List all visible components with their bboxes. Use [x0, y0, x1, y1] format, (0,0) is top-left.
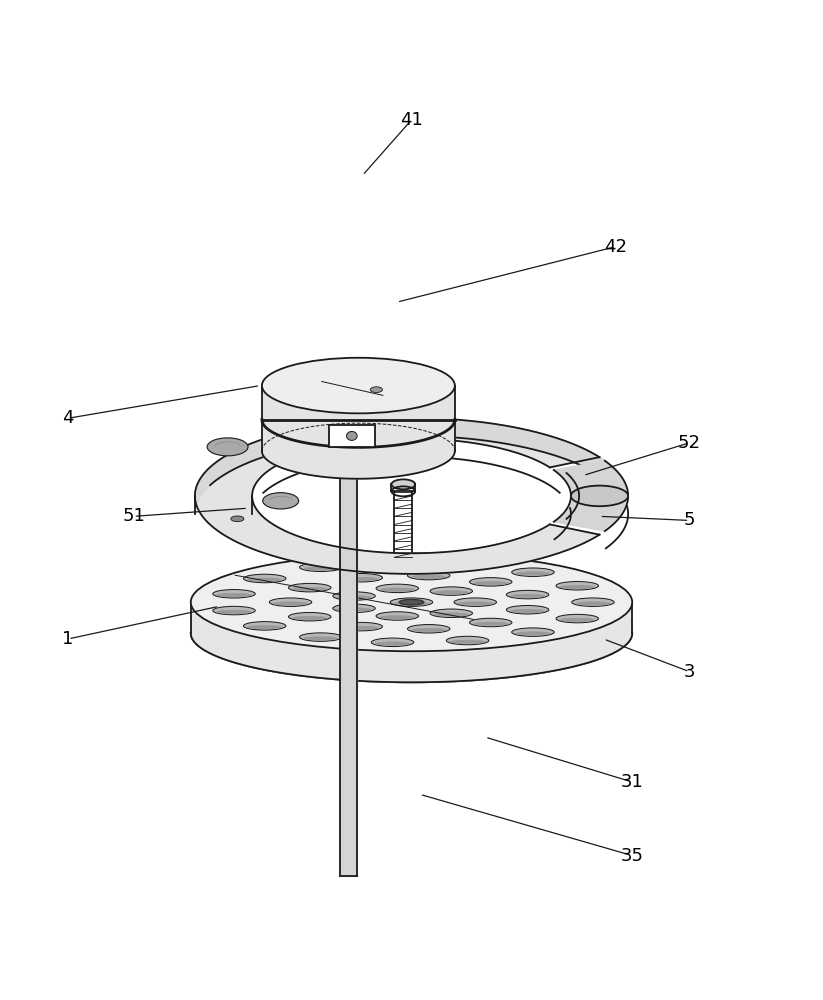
- Ellipse shape: [344, 577, 379, 581]
- Ellipse shape: [375, 642, 410, 645]
- Ellipse shape: [450, 640, 485, 644]
- Ellipse shape: [370, 387, 383, 393]
- Ellipse shape: [435, 613, 468, 616]
- Ellipse shape: [244, 622, 286, 630]
- Ellipse shape: [512, 568, 554, 576]
- Ellipse shape: [289, 583, 331, 592]
- Ellipse shape: [512, 628, 554, 636]
- Ellipse shape: [380, 588, 414, 591]
- Ellipse shape: [556, 614, 598, 623]
- Polygon shape: [262, 386, 455, 479]
- Ellipse shape: [469, 578, 512, 586]
- Ellipse shape: [560, 618, 594, 622]
- Ellipse shape: [248, 625, 281, 629]
- Text: 4: 4: [63, 409, 74, 427]
- Ellipse shape: [217, 593, 251, 597]
- Ellipse shape: [510, 594, 545, 598]
- Polygon shape: [554, 461, 628, 531]
- Ellipse shape: [273, 602, 308, 605]
- Ellipse shape: [430, 587, 472, 595]
- Ellipse shape: [454, 598, 496, 606]
- Ellipse shape: [332, 604, 375, 613]
- Ellipse shape: [293, 587, 327, 591]
- Ellipse shape: [435, 591, 468, 594]
- Polygon shape: [341, 441, 377, 457]
- Ellipse shape: [346, 431, 357, 440]
- Polygon shape: [341, 478, 356, 876]
- Ellipse shape: [191, 584, 632, 682]
- Ellipse shape: [300, 633, 342, 641]
- Ellipse shape: [263, 493, 299, 509]
- Ellipse shape: [207, 438, 248, 456]
- Text: 1: 1: [63, 630, 74, 648]
- Ellipse shape: [371, 638, 414, 647]
- Ellipse shape: [380, 616, 414, 619]
- Ellipse shape: [450, 563, 485, 567]
- Ellipse shape: [390, 598, 433, 606]
- Ellipse shape: [248, 578, 281, 581]
- Ellipse shape: [469, 618, 512, 627]
- Ellipse shape: [230, 516, 244, 522]
- Ellipse shape: [407, 625, 450, 633]
- Polygon shape: [195, 418, 599, 574]
- Text: 52: 52: [678, 434, 701, 452]
- Ellipse shape: [320, 426, 356, 443]
- Ellipse shape: [375, 562, 410, 565]
- Ellipse shape: [516, 632, 550, 635]
- Ellipse shape: [412, 575, 446, 579]
- Text: 51: 51: [122, 507, 145, 525]
- Ellipse shape: [300, 563, 342, 572]
- Polygon shape: [195, 418, 613, 514]
- Ellipse shape: [572, 598, 614, 606]
- Ellipse shape: [376, 584, 419, 593]
- Ellipse shape: [191, 553, 632, 651]
- Ellipse shape: [510, 609, 545, 613]
- Ellipse shape: [576, 602, 610, 605]
- Ellipse shape: [304, 637, 337, 640]
- Ellipse shape: [412, 628, 446, 632]
- Ellipse shape: [446, 560, 489, 568]
- Ellipse shape: [458, 602, 492, 605]
- Ellipse shape: [560, 585, 594, 589]
- Ellipse shape: [371, 558, 414, 566]
- Ellipse shape: [340, 573, 383, 582]
- Ellipse shape: [474, 622, 508, 625]
- Ellipse shape: [399, 599, 424, 605]
- Ellipse shape: [506, 590, 549, 599]
- Ellipse shape: [556, 582, 598, 590]
- Text: 3: 3: [684, 663, 695, 681]
- Ellipse shape: [244, 574, 286, 583]
- Ellipse shape: [217, 610, 251, 614]
- Ellipse shape: [394, 602, 429, 605]
- Ellipse shape: [506, 606, 549, 614]
- Ellipse shape: [474, 581, 508, 585]
- Ellipse shape: [332, 592, 375, 600]
- Ellipse shape: [516, 572, 550, 575]
- Ellipse shape: [376, 612, 419, 620]
- Text: 31: 31: [621, 773, 644, 791]
- Ellipse shape: [289, 612, 331, 621]
- Ellipse shape: [212, 590, 255, 598]
- Polygon shape: [191, 602, 632, 682]
- Bar: [329, 425, 374, 447]
- Ellipse shape: [262, 358, 455, 413]
- Text: 42: 42: [604, 238, 627, 256]
- Ellipse shape: [212, 606, 255, 615]
- Ellipse shape: [392, 479, 415, 489]
- Ellipse shape: [304, 567, 337, 570]
- Ellipse shape: [446, 636, 489, 645]
- Ellipse shape: [430, 609, 472, 618]
- Ellipse shape: [344, 626, 379, 630]
- Ellipse shape: [269, 598, 312, 606]
- Text: 41: 41: [400, 111, 423, 129]
- Ellipse shape: [293, 616, 327, 620]
- Ellipse shape: [337, 596, 371, 599]
- Ellipse shape: [340, 622, 383, 631]
- Ellipse shape: [375, 444, 390, 455]
- Text: 35: 35: [621, 847, 644, 865]
- Text: 5: 5: [684, 511, 695, 529]
- Ellipse shape: [337, 608, 371, 611]
- Ellipse shape: [571, 486, 628, 506]
- Ellipse shape: [407, 571, 450, 580]
